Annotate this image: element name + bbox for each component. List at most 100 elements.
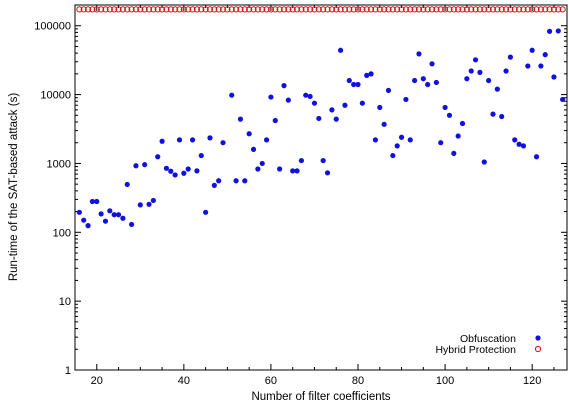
data-point-hybrid-protection — [354, 6, 362, 13]
data-point-hybrid-protection — [215, 6, 222, 13]
data-point-obfuscation — [89, 198, 96, 205]
data-point-obfuscation — [446, 112, 453, 118]
data-point-obfuscation — [159, 138, 165, 144]
data-point-obfuscation — [342, 102, 348, 108]
x-tick-label: 80 — [352, 375, 364, 387]
data-point-hybrid-protection — [132, 6, 140, 13]
data-point-hybrid-protection — [333, 6, 340, 13]
data-point-hybrid-protection — [367, 6, 375, 13]
data-point-hybrid-protection — [385, 6, 392, 13]
data-point-hybrid-protection — [507, 6, 514, 13]
data-point-obfuscation — [416, 51, 422, 57]
data-point-hybrid-protection — [276, 6, 283, 13]
data-point-obfuscation — [425, 81, 431, 88]
data-point-obfuscation — [211, 182, 217, 188]
data-point-obfuscation — [216, 178, 222, 184]
data-point-obfuscation — [172, 172, 178, 178]
data-point-obfuscation — [472, 57, 479, 63]
data-point-obfuscation — [124, 181, 130, 188]
data-point-obfuscation — [324, 170, 331, 176]
data-point-hybrid-protection — [450, 6, 457, 13]
data-point-obfuscation — [229, 92, 235, 98]
data-point-obfuscation — [333, 116, 339, 122]
data-point-obfuscation — [455, 133, 461, 139]
data-point-hybrid-protection — [363, 6, 370, 13]
data-point-obfuscation — [329, 107, 335, 113]
data-point-hybrid-protection — [128, 6, 135, 13]
data-point-obfuscation — [351, 81, 357, 88]
data-point-obfuscation — [394, 143, 400, 149]
data-point-obfuscation — [520, 143, 527, 149]
data-point-hybrid-protection — [202, 6, 209, 13]
data-point-hybrid-protection — [481, 6, 488, 13]
x-axis-title: Number of filter coefficients — [251, 391, 390, 403]
data-point-obfuscation — [198, 152, 204, 159]
data-point-obfuscation — [146, 201, 152, 207]
data-point-hybrid-protection — [254, 6, 261, 13]
data-point-hybrid-protection — [119, 6, 126, 13]
y-tick-labels: 1 10 100 1000 10000 100000 — [34, 21, 71, 377]
data-point-hybrid-protection — [398, 6, 405, 13]
data-point-hybrid-protection — [441, 6, 449, 13]
data-point-obfuscation — [207, 135, 213, 141]
data-point-hybrid-protection — [124, 6, 131, 13]
data-point-hybrid-protection — [228, 6, 235, 13]
data-point-hybrid-protection — [84, 6, 92, 13]
data-point-hybrid-protection — [272, 6, 279, 13]
data-point-obfuscation — [150, 197, 156, 204]
data-point-obfuscation — [137, 202, 143, 208]
data-point-obfuscation — [189, 137, 196, 143]
data-point-hybrid-protection — [341, 6, 349, 13]
data-point-obfuscation — [129, 221, 135, 228]
data-point-obfuscation — [181, 170, 187, 176]
data-point-hybrid-protection — [550, 6, 558, 13]
data-point-obfuscation — [111, 212, 117, 218]
data-point-obfuscation — [407, 137, 413, 143]
data-point-hybrid-protection — [180, 6, 187, 13]
data-point-hybrid-protection — [115, 6, 122, 13]
data-point-obfuscation — [133, 163, 139, 169]
data-point-hybrid-protection — [411, 6, 418, 13]
data-point-hybrid-protection — [193, 6, 201, 13]
data-point-obfuscation — [281, 83, 287, 89]
data-point-obfuscation — [298, 157, 305, 164]
data-point-hybrid-protection — [446, 6, 453, 13]
data-point-obfuscation — [155, 154, 161, 160]
data-point-hybrid-protection — [520, 6, 527, 13]
data-point-obfuscation — [337, 47, 344, 53]
data-point-hybrid-protection — [324, 6, 331, 13]
data-point-obfuscation — [285, 97, 291, 103]
data-point-obfuscation — [403, 96, 409, 103]
data-point-obfuscation — [507, 54, 513, 60]
data-point-hybrid-protection — [498, 6, 505, 13]
data-point-obfuscation — [259, 160, 265, 167]
data-point-hybrid-protection — [80, 6, 87, 13]
data-point-obfuscation — [85, 223, 91, 229]
legend-marker-hybrid-protection — [534, 345, 542, 353]
data-point-hybrid-protection — [206, 6, 214, 13]
data-point-obfuscation — [525, 63, 531, 69]
data-point-obfuscation — [268, 94, 274, 100]
data-point-hybrid-protection — [250, 6, 257, 13]
axis-ticks — [74, 4, 567, 371]
x-tick-label: 120 — [523, 375, 541, 387]
data-point-obfuscation — [464, 76, 470, 82]
data-point-obfuscation — [499, 113, 505, 120]
x-tick-labels: 20 40 60 80 100 120 — [91, 375, 542, 387]
data-point-obfuscation — [311, 100, 318, 106]
data-point-hybrid-protection — [489, 6, 497, 13]
data-point-obfuscation — [560, 96, 566, 103]
data-point-hybrid-protection — [468, 6, 475, 13]
data-point-hybrid-protection — [311, 6, 318, 13]
data-point-hybrid-protection — [293, 6, 301, 13]
data-point-hybrid-protection — [289, 6, 296, 13]
legend-label-obfuscation: Obfuscation — [460, 333, 516, 345]
data-point-obfuscation — [81, 217, 87, 223]
data-point-hybrid-protection — [198, 6, 205, 13]
data-point-hybrid-protection — [102, 6, 109, 13]
data-point-hybrid-protection — [154, 6, 161, 13]
data-point-obfuscation — [237, 116, 244, 122]
data-point-hybrid-protection — [529, 6, 536, 13]
y-tick-label: 1000 — [47, 158, 71, 170]
y-tick-label: 1 — [65, 365, 71, 377]
